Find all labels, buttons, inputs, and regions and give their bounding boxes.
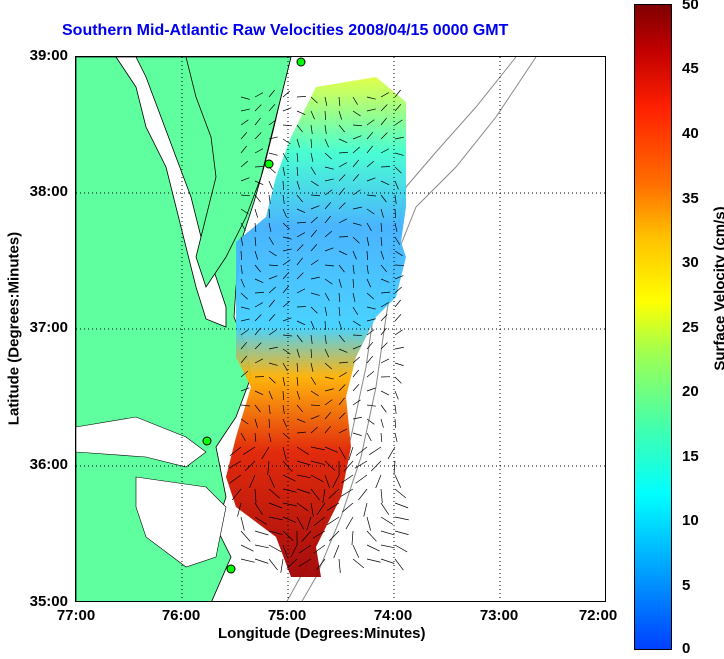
y-tick: 36:00	[29, 456, 68, 473]
colorbar-tick: 50	[682, 0, 699, 13]
y-tick: 38:00	[29, 183, 68, 200]
colorbar-tick: 25	[682, 319, 699, 336]
station-marker	[202, 436, 212, 446]
colorbar-tick: 15	[682, 448, 699, 465]
x-tick: 76:00	[161, 607, 201, 624]
colorbar-label: Surface Velocity (cm/s)	[711, 206, 724, 371]
station-marker	[226, 564, 236, 574]
plot-title: Southern Mid-Atlantic Raw Velocities 200…	[62, 22, 509, 39]
x-tick: 73:00	[479, 607, 519, 624]
colorbar-tick: 20	[682, 383, 699, 400]
colorbar-tick: 30	[682, 254, 699, 271]
colorbar-tick: 40	[682, 125, 699, 142]
x-axis-label: Longitude (Degrees:Minutes)	[218, 625, 426, 642]
map-plot	[75, 56, 606, 602]
colorbar-tick: 5	[682, 577, 691, 594]
y-axis-label: Latitude (Degrees:Minutes)	[5, 231, 23, 426]
y-tick: 39:00	[29, 47, 68, 64]
y-tick: 35:00	[29, 593, 68, 610]
pamlico-water	[135, 476, 227, 568]
map-svg	[76, 57, 605, 601]
x-tick: 72:00	[578, 607, 618, 624]
sound-water	[76, 416, 207, 468]
velocity-field	[226, 77, 406, 577]
colorbar-tick: 0	[682, 640, 691, 657]
x-tick: 74:00	[373, 607, 413, 624]
delmarva-peninsula	[185, 57, 292, 288]
grid	[76, 57, 605, 601]
colorbar-tick: 10	[682, 512, 699, 529]
station-marker	[296, 57, 306, 67]
x-tick: 77:00	[56, 607, 96, 624]
velocity-arrows	[228, 89, 409, 573]
station-marker	[264, 159, 274, 169]
y-tick: 37:00	[29, 319, 68, 336]
colorbar-tick: 35	[682, 190, 699, 207]
colorbar	[634, 4, 672, 650]
colorbar-tick: 45	[682, 60, 699, 77]
x-tick: 75:00	[267, 607, 307, 624]
